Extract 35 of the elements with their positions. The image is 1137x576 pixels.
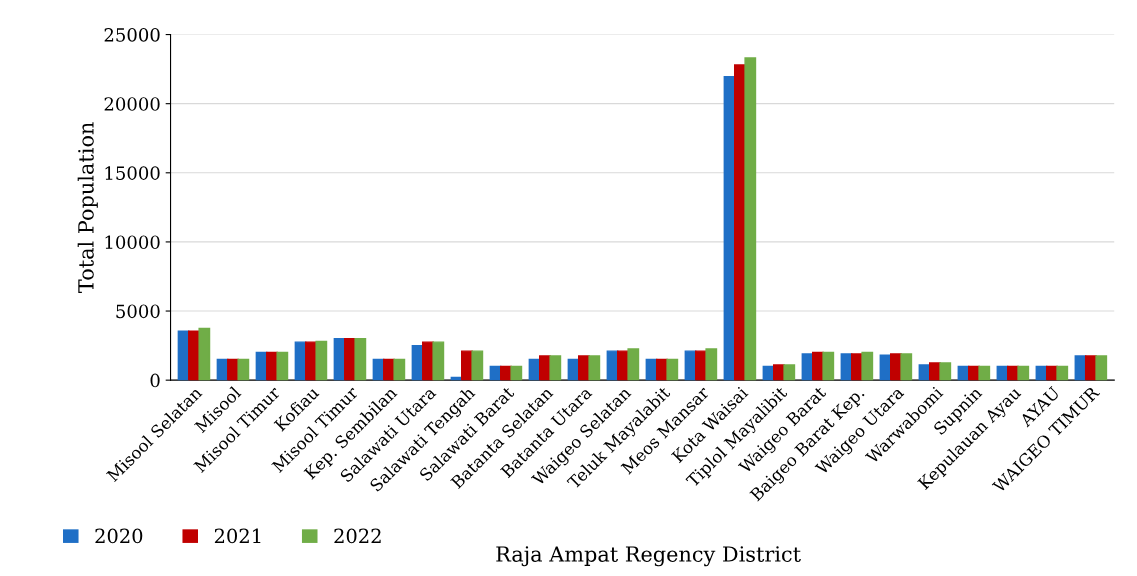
- bar: [900, 353, 913, 381]
- x-axis-title: Raja Ampat Regency District: [496, 546, 801, 567]
- bar: [1095, 355, 1108, 381]
- y-tick-label: 10000: [105, 235, 160, 250]
- bar: [198, 327, 211, 381]
- legend-label: 2021: [214, 528, 261, 544]
- bar: [588, 355, 601, 381]
- bar: [549, 355, 562, 381]
- bar: [861, 351, 874, 381]
- bar: [939, 362, 952, 381]
- bar: [627, 348, 640, 381]
- bar: [276, 351, 289, 381]
- legend-label: 2020: [95, 528, 143, 544]
- y-tick-label: 5000: [116, 304, 160, 319]
- bar: [1017, 365, 1030, 381]
- bar: [744, 57, 757, 381]
- bar: [393, 358, 406, 381]
- y-axis-title: Total Population: [77, 122, 98, 293]
- bar: [315, 340, 328, 381]
- bar: [705, 348, 718, 381]
- y-tick-label: 20000: [104, 97, 160, 111]
- bar: [978, 365, 991, 381]
- bar: [432, 341, 445, 381]
- bar: [666, 358, 679, 381]
- y-tick-label: 0: [150, 373, 160, 388]
- bar: [354, 337, 367, 381]
- bar: [237, 358, 250, 381]
- bar: [822, 351, 835, 381]
- y-tick-label: 25000: [104, 28, 160, 42]
- bar: [510, 365, 523, 381]
- bar: [471, 350, 484, 381]
- bar: [783, 364, 796, 381]
- bar: [1056, 365, 1069, 381]
- legend-label: 2022: [334, 528, 381, 544]
- y-tick-label: 15000: [105, 166, 160, 180]
